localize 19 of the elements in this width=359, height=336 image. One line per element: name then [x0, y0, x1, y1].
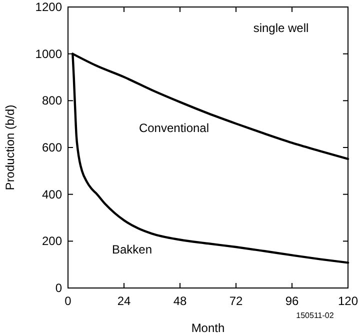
- y-tick-label: 600: [42, 140, 62, 154]
- y-tick-label: 200: [42, 234, 62, 248]
- x-tick-label: 0: [64, 294, 72, 308]
- annotation: single well: [253, 21, 309, 35]
- y-tick-label: 0: [55, 281, 62, 295]
- y-tick-label: 800: [42, 94, 62, 108]
- y-tick-label: 1000: [35, 46, 62, 61]
- x-tick-label: 24: [117, 294, 131, 308]
- x-tick-label: 120: [338, 294, 358, 308]
- x-tick-label: 72: [229, 294, 243, 308]
- y-axis-title: Production (b/d): [3, 104, 17, 190]
- text: 150511-02: [296, 311, 334, 320]
- y-tick-label: 400: [42, 187, 62, 202]
- x-tick-label: 48: [173, 294, 187, 308]
- x-tick-label: 96: [285, 294, 299, 308]
- y-tick-label: 1200: [35, 0, 62, 14]
- series-label: Bakken: [112, 242, 152, 256]
- x-axis-title: Month: [191, 321, 225, 335]
- series-label: Conventional: [138, 121, 210, 136]
